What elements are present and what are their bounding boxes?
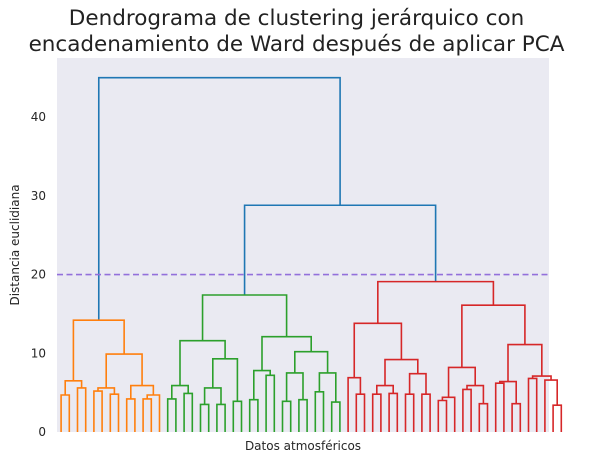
dendrogram-link xyxy=(179,339,226,386)
dendrogram-link xyxy=(130,384,155,399)
dendrogram-link xyxy=(507,343,543,382)
dendrogram-link xyxy=(285,372,304,402)
dendrogram-link xyxy=(60,394,71,432)
dendrogram-link xyxy=(281,400,292,432)
dendrogram-link xyxy=(511,402,522,432)
dendrogram-link xyxy=(347,376,362,432)
dendrogram-link xyxy=(93,390,103,432)
dendrogram-link xyxy=(243,204,437,295)
dendrogram-link xyxy=(105,353,143,388)
dendrogram-link xyxy=(447,366,476,398)
dendrogram-link xyxy=(527,377,538,432)
y-axis-ticks: 0 10 20 30 40 xyxy=(31,110,46,439)
dendrogram-link xyxy=(384,358,419,386)
dendrogram-link xyxy=(318,372,337,403)
dendrogram-link xyxy=(142,398,153,432)
dendrogram-link xyxy=(404,393,415,432)
dendrogram-link xyxy=(212,357,239,402)
dendrogram-link xyxy=(388,392,399,432)
dendrogram-link xyxy=(201,294,288,341)
dendrogram-link xyxy=(376,384,394,395)
dendrogram-link xyxy=(253,369,271,400)
dendrogram-link xyxy=(462,388,472,432)
dendrogram-link xyxy=(298,398,308,432)
chart-title-line-1: Dendrograma de clustering jerárquico con xyxy=(68,6,525,31)
dendrogram-link xyxy=(72,319,125,381)
dendrogram-link xyxy=(552,404,563,432)
dendrogram-link xyxy=(97,387,116,395)
dendrogram-link xyxy=(64,380,83,395)
dendrogram-link xyxy=(265,374,276,432)
dendrogram-link xyxy=(377,280,495,324)
dendrogram-link xyxy=(353,322,403,378)
dendrogram-link xyxy=(421,393,431,432)
dendrogram-link xyxy=(146,394,161,432)
dendrogram-link xyxy=(437,399,448,432)
y-tick-label: 40 xyxy=(31,110,46,124)
dendrogram-link xyxy=(248,398,259,432)
dendrogram-link xyxy=(125,398,136,432)
dendrogram-links xyxy=(60,76,563,432)
dendrogram-link xyxy=(466,384,485,404)
dendrogram-link xyxy=(531,375,552,381)
dendrogram-link xyxy=(109,393,120,432)
dendrogram-link xyxy=(261,335,312,371)
dendrogram-link xyxy=(183,392,194,432)
dendrogram-link xyxy=(355,393,366,432)
dendrogram-link xyxy=(371,393,382,432)
dendrogram-link xyxy=(294,350,329,373)
dendrogram-link xyxy=(203,387,222,405)
dendrogram-link xyxy=(166,398,177,432)
chart-title: Dendrograma de clustering jerárquico con… xyxy=(0,6,593,58)
dendrogram-link xyxy=(461,304,526,368)
chart-title-line-2: encadenamiento de Ward después de aplica… xyxy=(28,32,565,57)
y-axis-label: Distancia euclidiana xyxy=(8,184,22,305)
dendrogram-link xyxy=(171,384,189,399)
y-tick-label: 30 xyxy=(31,189,46,203)
dendrogram-link xyxy=(97,76,341,321)
dendrogram-link xyxy=(408,372,427,395)
dendrogram-link xyxy=(494,382,505,432)
dendrogram-link xyxy=(314,391,325,432)
dendrogram-link xyxy=(232,400,243,432)
x-axis-label: Datos atmosféricos xyxy=(245,439,361,453)
y-tick-label: 0 xyxy=(38,425,46,439)
dendrogram-link xyxy=(441,396,456,432)
dendrogram-link xyxy=(216,403,226,432)
plot-area xyxy=(57,58,549,432)
y-tick-label: 20 xyxy=(31,268,46,282)
dendrogram-link xyxy=(330,401,341,432)
dendrogram-link xyxy=(544,379,558,432)
dendrogram-link xyxy=(199,403,210,432)
y-tick-label: 10 xyxy=(31,346,46,360)
dendrogram-link xyxy=(478,402,489,432)
dendrogram-link xyxy=(76,387,87,432)
